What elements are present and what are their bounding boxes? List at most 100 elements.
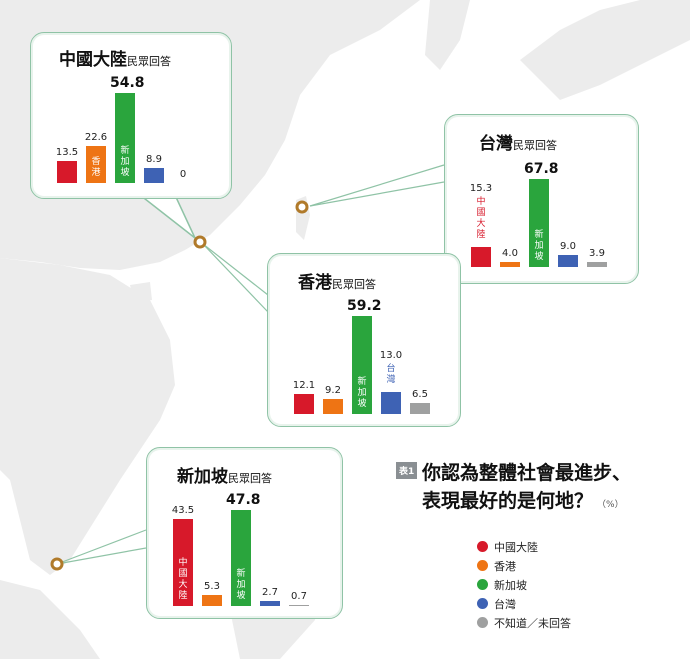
legend-swatch [477,598,488,609]
legend-item: 香港 [477,556,571,575]
panel-title: 新加坡民眾回答 [177,462,272,487]
value-label: 13.0 [379,350,403,362]
plot-area: 12.1 9.2 59.2 新加坡 13.0 台灣 6.5 [293,294,450,414]
bar-inner-label: 台灣 [386,364,396,386]
figure-tag: 表1 [396,462,418,479]
marker-hongkong [193,235,207,249]
connector-hongkong-b [202,243,269,313]
bar [231,510,251,606]
value-label: 67.8 [524,161,559,177]
question-line-2-text: 表現最好的是何地？ [422,490,594,512]
connector-taiwan-b [309,181,445,207]
legend-item: 新加坡 [477,575,571,594]
value-label: 12.1 [292,379,316,391]
marker-singapore [50,557,64,571]
panel-title-main: 台灣 [479,134,513,154]
panel-title: 中國大陸民眾回答 [59,45,171,70]
panel-china: 中國大陸民眾回答 13.5 22.6 香港 54.8 新加坡 8.9 0 [30,32,232,199]
value-label: 13.5 [55,146,79,158]
bar [410,403,430,414]
value-label: 43.5 [171,504,195,516]
value-label: 8.9 [146,154,162,166]
value-label: 15.3 [469,183,493,195]
bar-inner-label: 中國大陸 [178,558,188,601]
bar-inner-label: 新加坡 [236,569,246,601]
value-label: 0.7 [291,590,307,602]
plot-area: 15.3 中國大陸 4.0 67.8 新加坡 9.0 3.9 [470,157,627,267]
panel-title-main: 香港 [298,273,332,293]
panel-title: 台灣民眾回答 [479,129,557,154]
bar [260,600,280,606]
bar [57,160,77,183]
land-sumatra [0,580,100,659]
legend-item: 中國大陸 [477,537,571,556]
panel-title-sub: 民眾回答 [228,472,272,485]
bar-inner-label: 新加坡 [534,230,544,262]
land-korea [425,0,470,70]
value-label: 22.6 [84,131,108,143]
bar-inner-label: 新加坡 [357,377,367,409]
panel-title-sub: 民眾回答 [127,55,171,68]
question-line-1: 你認為整體社會最進步、 [422,462,632,484]
panel-title-sub: 民眾回答 [332,278,376,291]
value-label: 4.0 [502,247,518,259]
value-label: 6.5 [412,389,428,401]
bar [323,398,343,414]
bar-inner-label: 香港 [91,157,101,178]
connector-singapore [56,529,147,565]
marker-taiwan [295,200,309,214]
legend-label: 不知道／未回答 [494,616,571,630]
bar [558,255,578,267]
legend-item: 台灣 [477,594,571,613]
bar [289,604,309,606]
bar [173,518,193,606]
bar [86,145,106,183]
panel-taiwan: 台灣民眾回答 15.3 中國大陸 4.0 67.8 新加坡 9.0 3.9 [444,114,639,284]
legend-swatch [477,560,488,571]
bar [587,261,607,267]
value-label: 47.8 [226,492,261,508]
plot-area: 43.5 中國大陸 5.3 47.8 新加坡 2.7 0.7 [172,488,331,606]
value-label: 9.2 [325,384,341,396]
plot-area: 13.5 22.6 香港 54.8 新加坡 8.9 0 [56,71,217,183]
panel-singapore: 新加坡民眾回答 43.5 中國大陸 5.3 47.8 新加坡 2.7 0.7 [146,447,343,619]
question-line-2: 表現最好的是何地？ （%） [422,486,624,513]
value-label: 2.7 [262,586,278,598]
bar [500,261,520,267]
value-label: 3.9 [589,247,605,259]
legend-label: 新加坡 [494,578,527,592]
panel-title: 香港民眾回答 [298,268,376,293]
legend-label: 中國大陸 [494,540,538,554]
value-label: 59.2 [347,298,382,314]
bar [144,168,164,183]
legend-swatch [477,617,488,628]
land-japan [520,0,690,100]
legend-swatch [477,579,488,590]
panel-title-main: 中國大陸 [59,50,127,70]
panel-title-sub: 民眾回答 [513,139,557,152]
legend: 中國大陸香港新加坡台灣不知道／未回答 [477,537,571,632]
value-label: 0 [179,169,187,180]
bar [352,316,372,414]
panel-hongkong: 香港民眾回答 12.1 9.2 59.2 新加坡 13.0 台灣 6.5 [267,253,461,427]
bar [529,179,549,267]
connector-taiwan [309,164,445,207]
value-label: 9.0 [560,241,576,253]
legend-label: 台灣 [494,597,516,611]
legend-item: 不知道／未回答 [477,613,571,632]
land-hainan [130,282,152,302]
bar [115,93,135,183]
bar-inner-label: 新加坡 [120,146,130,178]
legend-label: 香港 [494,559,516,573]
bar-inner-label: 中國大陸 [476,197,486,241]
value-label: 54.8 [110,75,145,91]
unit-label: （%） [597,500,624,510]
panel-title-main: 新加坡 [177,467,228,487]
legend-swatch [477,541,488,552]
connector-singapore-b [56,547,147,565]
connector-hongkong [202,243,269,296]
bar [381,392,401,414]
bar [471,247,491,267]
bar [294,393,314,414]
value-label: 5.3 [204,581,220,593]
